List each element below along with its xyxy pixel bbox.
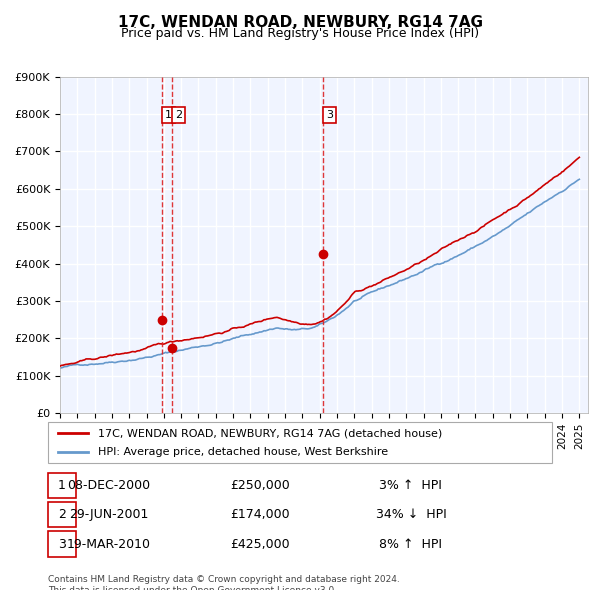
Text: 1: 1: [165, 110, 172, 120]
Text: 17C, WENDAN ROAD, NEWBURY, RG14 7AG: 17C, WENDAN ROAD, NEWBURY, RG14 7AG: [118, 15, 482, 30]
Text: 29-JUN-2001: 29-JUN-2001: [69, 509, 148, 522]
Text: 19-MAR-2010: 19-MAR-2010: [67, 537, 151, 550]
Text: 2: 2: [175, 110, 182, 120]
Text: 3: 3: [326, 110, 333, 120]
Text: 08-DEC-2000: 08-DEC-2000: [67, 479, 150, 492]
Text: 3: 3: [58, 537, 65, 550]
Text: 1: 1: [58, 479, 65, 492]
FancyBboxPatch shape: [48, 473, 76, 498]
Text: £425,000: £425,000: [230, 537, 289, 550]
Text: 3% ↑  HPI: 3% ↑ HPI: [379, 479, 442, 492]
Text: 34% ↓  HPI: 34% ↓ HPI: [376, 509, 446, 522]
FancyBboxPatch shape: [48, 422, 552, 463]
Text: 8% ↑  HPI: 8% ↑ HPI: [379, 537, 442, 550]
Text: Price paid vs. HM Land Registry's House Price Index (HPI): Price paid vs. HM Land Registry's House …: [121, 27, 479, 40]
FancyBboxPatch shape: [48, 502, 76, 527]
Text: Contains HM Land Registry data © Crown copyright and database right 2024.
This d: Contains HM Land Registry data © Crown c…: [48, 575, 400, 590]
Text: 2: 2: [58, 509, 65, 522]
Text: HPI: Average price, detached house, West Berkshire: HPI: Average price, detached house, West…: [98, 447, 389, 457]
Text: £250,000: £250,000: [230, 479, 290, 492]
Text: £174,000: £174,000: [230, 509, 289, 522]
Text: 17C, WENDAN ROAD, NEWBURY, RG14 7AG (detached house): 17C, WENDAN ROAD, NEWBURY, RG14 7AG (det…: [98, 428, 443, 438]
FancyBboxPatch shape: [48, 532, 76, 557]
